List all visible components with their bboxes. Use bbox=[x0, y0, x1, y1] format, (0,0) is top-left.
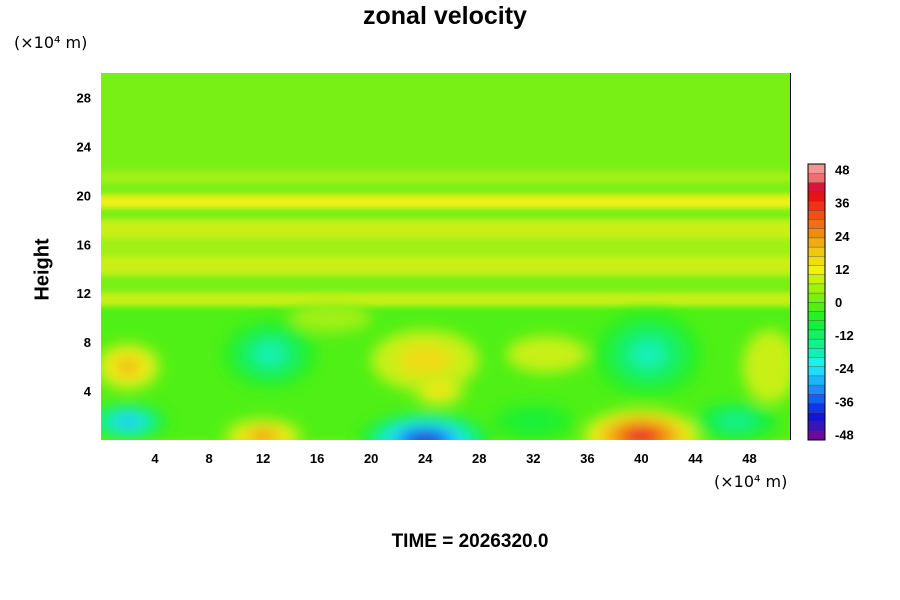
colorbar-segment bbox=[807, 393, 826, 404]
x-tick-label: 8 bbox=[205, 451, 212, 466]
x-tick-label: 32 bbox=[526, 451, 540, 466]
field-feature bbox=[254, 342, 286, 366]
colorbar-tick-label: -36 bbox=[835, 394, 854, 409]
field-band bbox=[101, 238, 790, 257]
x-tick-label: 44 bbox=[688, 451, 703, 466]
colorbar-segment bbox=[807, 172, 826, 183]
colorbar-segment bbox=[807, 209, 826, 220]
x-tick-label: 28 bbox=[472, 451, 486, 466]
colorbar-segment bbox=[807, 357, 826, 367]
colorbar-tick-label: -12 bbox=[835, 328, 854, 343]
band-layer bbox=[101, 73, 790, 440]
field-feature bbox=[290, 302, 372, 333]
field-band bbox=[101, 219, 790, 239]
field-band bbox=[101, 195, 790, 208]
colorbar-segment bbox=[807, 274, 826, 285]
field-feature bbox=[632, 432, 651, 440]
y-tick-label: 8 bbox=[84, 335, 91, 350]
colorbar-segment bbox=[807, 366, 826, 377]
colorbar-segment bbox=[807, 163, 826, 174]
colorbar-tick-label: 12 bbox=[835, 262, 849, 277]
colorbar-segment bbox=[807, 421, 826, 432]
x-tick-label: 4 bbox=[151, 451, 159, 466]
field-feature bbox=[429, 386, 448, 396]
x-tick-label: 24 bbox=[418, 451, 433, 466]
time-value: 2026320.0 bbox=[458, 531, 549, 552]
colorbar-segment bbox=[807, 301, 826, 312]
x-tick-label: 20 bbox=[364, 451, 378, 466]
colorbar-segment bbox=[807, 218, 826, 229]
colorbar-segment bbox=[807, 237, 826, 248]
x-axis-unit-label: (×10⁴ m) bbox=[714, 472, 788, 491]
field-band bbox=[101, 170, 790, 184]
field-band bbox=[101, 152, 790, 171]
colorbar-frame bbox=[807, 163, 826, 441]
field-band bbox=[101, 73, 790, 153]
y-tick-label: 12 bbox=[77, 286, 91, 301]
colorbar-segment bbox=[807, 283, 826, 294]
field-band bbox=[101, 293, 790, 306]
colorbar-segment bbox=[807, 320, 826, 331]
colorbar-segment bbox=[807, 412, 826, 423]
colorbar-segment bbox=[807, 246, 826, 257]
field-clip bbox=[101, 73, 790, 440]
colorbar-segment bbox=[807, 292, 826, 303]
x-tick-label: 48 bbox=[742, 451, 756, 466]
field-feature bbox=[252, 431, 274, 440]
field-feature bbox=[119, 417, 137, 426]
colorbar-segment bbox=[807, 228, 826, 239]
field-feature bbox=[742, 329, 790, 404]
colorbar-segment bbox=[807, 384, 826, 395]
colorbar-tick-label: 0 bbox=[835, 295, 842, 310]
field-feature bbox=[415, 435, 435, 440]
colorbar-segment bbox=[807, 338, 826, 349]
time-label: TIME = bbox=[391, 531, 459, 552]
x-tick-label: 16 bbox=[310, 451, 324, 466]
x-tick-label: 36 bbox=[580, 451, 594, 466]
field-band bbox=[101, 274, 790, 294]
colorbar: 48 36 24 12 0 -12 -24 -36 -48 bbox=[807, 163, 855, 442]
colorbar-segment bbox=[807, 182, 826, 193]
colorbar-segment bbox=[807, 191, 826, 202]
x-tick-label: 12 bbox=[256, 451, 270, 466]
y-tick-label: 4 bbox=[84, 384, 92, 399]
colorbar-segment bbox=[807, 200, 826, 211]
colorbar-segment bbox=[807, 311, 826, 321]
colorbar-tick-label: 24 bbox=[835, 229, 850, 244]
colorbar-tick-label: -24 bbox=[835, 361, 855, 376]
colorbar-tick-label: 48 bbox=[835, 163, 849, 178]
field-feature bbox=[398, 345, 453, 376]
feature-layer bbox=[101, 302, 790, 440]
colorbar-segment bbox=[807, 265, 826, 275]
colorbar-segment bbox=[807, 430, 826, 441]
field-feature bbox=[506, 336, 588, 373]
colorbar-segment bbox=[807, 329, 826, 340]
field-feature bbox=[630, 340, 667, 369]
y-tick-label: 16 bbox=[77, 237, 91, 252]
field-feature bbox=[119, 360, 137, 373]
time-readout: TIME = 2026320.0 bbox=[0, 531, 900, 553]
y-axis-unit-label: (×10⁴ m) bbox=[14, 33, 88, 52]
field-band bbox=[101, 183, 790, 196]
field-feature bbox=[715, 412, 757, 431]
y-tick-label: 28 bbox=[77, 90, 91, 105]
colorbar-tick-label: -48 bbox=[835, 427, 854, 442]
colorbar-segment bbox=[807, 255, 826, 266]
field-band bbox=[101, 207, 790, 220]
field-feature bbox=[513, 412, 554, 431]
y-tick-label: 24 bbox=[77, 139, 92, 154]
colorbar-segment bbox=[807, 347, 826, 358]
chart-title: zonal velocity bbox=[363, 2, 527, 30]
y-tick-label: 20 bbox=[77, 188, 91, 203]
colorbar-segment bbox=[807, 375, 826, 386]
field-band bbox=[101, 256, 790, 275]
x-tick-label: 40 bbox=[634, 451, 648, 466]
colorbar-tick-label: 36 bbox=[835, 196, 849, 211]
plot-area bbox=[101, 73, 790, 440]
colorbar-segment bbox=[807, 403, 826, 413]
